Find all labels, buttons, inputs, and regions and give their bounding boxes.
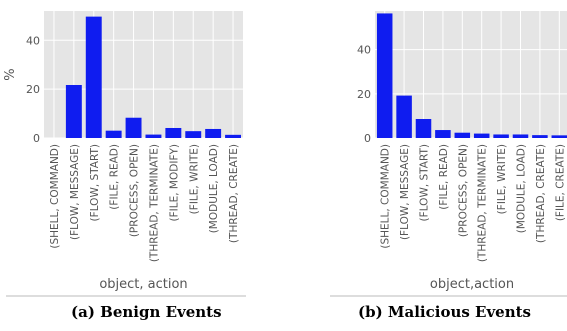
bar: [145, 134, 162, 138]
bar: [376, 13, 393, 138]
y-tick-label: 20: [357, 88, 371, 101]
y-tick-label: 40: [26, 34, 40, 47]
bar: [185, 131, 202, 138]
y-axis-label: %: [3, 68, 18, 80]
x-tick-label: (FILE, CREATE): [554, 144, 566, 221]
x-tick-label: (PROCESS, OPEN): [129, 144, 141, 237]
y-tick-label: 0: [364, 132, 371, 145]
bar: [65, 85, 82, 138]
x-tick-label: (FLOW, MESSAGE): [399, 144, 411, 240]
x-tick-label: (FLOW, START): [89, 144, 101, 221]
x-tick-label: (SHELL, COMMAND): [380, 144, 392, 249]
chart-panel-1: 0 20 40 (SHELL, COMMAND) (FLOW, MESSAGE) (FLO…: [330, 11, 567, 297]
x-tick-label: (FILE, WRITE): [188, 144, 200, 214]
y-tick-label: 40: [357, 44, 371, 57]
bar: [551, 135, 567, 138]
x-tick-label: (FILE, READ): [109, 144, 121, 210]
x-tick-label: (THREAD, TERMINATE): [477, 144, 489, 262]
bar: [435, 130, 451, 138]
x-tick-label: (FILE, MODIFY): [168, 144, 180, 221]
bar: [165, 127, 182, 138]
y-tick-label: 0: [33, 132, 40, 145]
x-axis-label: object, action: [99, 277, 187, 292]
bar: [225, 134, 242, 138]
bar: [415, 119, 432, 138]
bar: [473, 133, 490, 138]
x-tick-label: (THREAD, CREATE): [228, 144, 240, 243]
bar: [85, 16, 102, 138]
chart-panel-0: 0 20 40 (SHELL, COMMAND) (FLOW, MESSAGE) (FLO…: [3, 11, 246, 297]
caption-malicious: (b) Malicious Events: [358, 303, 532, 321]
caption-benign: (a) Benign Events: [71, 303, 222, 321]
bar: [396, 95, 412, 138]
bar: [532, 135, 548, 138]
bar: [512, 134, 529, 138]
x-tick-label: (FILE, WRITE): [496, 144, 508, 214]
bar: [125, 117, 142, 138]
x-tick-label: (FLOW, START): [419, 144, 431, 221]
x-tick-label: (FILE, READ): [438, 144, 450, 210]
y-tick-label: 20: [26, 83, 40, 96]
bar: [454, 132, 471, 138]
x-tick-label: (MODULE, LOAD): [208, 144, 220, 233]
x-tick-label: (SHELL, COMMAND): [49, 144, 61, 249]
bar: [493, 134, 509, 138]
x-axis-label: object,action: [430, 277, 514, 292]
x-tick-label: (MODULE, LOAD): [516, 144, 528, 233]
bar: [105, 130, 122, 138]
x-tick-label: (THREAD, TERMINATE): [148, 144, 160, 262]
x-tick-label: (THREAD, CREATE): [535, 144, 547, 243]
x-tick-label: (FLOW, MESSAGE): [69, 144, 81, 240]
x-tick-label: (PROCESS, OPEN): [457, 144, 469, 237]
bar: [205, 128, 222, 138]
